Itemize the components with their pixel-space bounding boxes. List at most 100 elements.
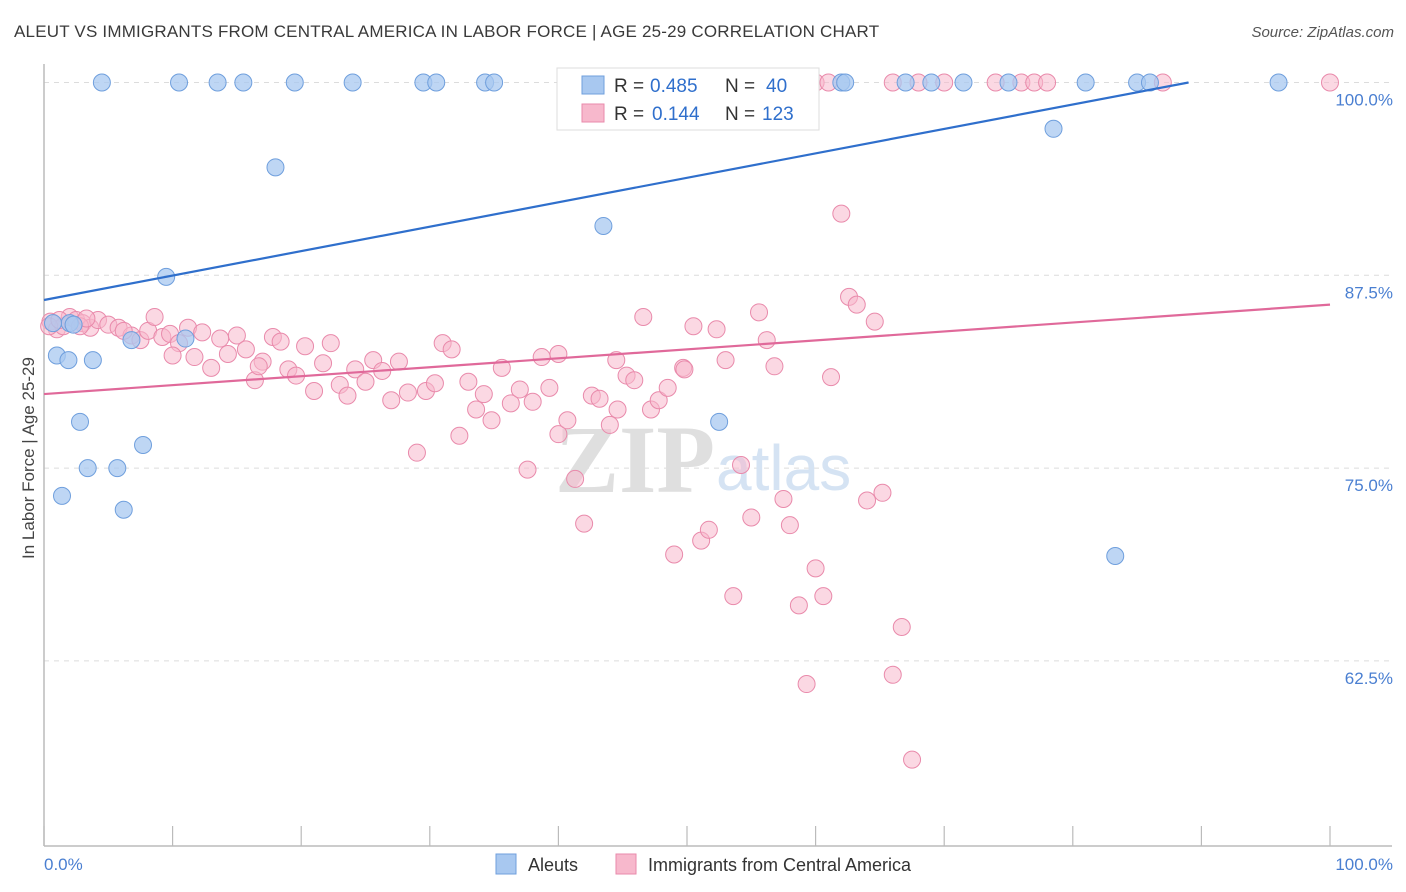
point-immigrants [474,385,493,404]
point-immigrants [590,389,609,408]
point-immigrants [607,351,626,370]
point-aleuts [108,459,127,478]
point-aleuts [44,314,63,333]
point-immigrants [163,346,182,365]
stats-r-value-1: 0.485 [650,76,698,97]
point-immigrants [558,411,577,430]
point-immigrants [398,383,417,402]
chart-title: ALEUT VS IMMIGRANTS FROM CENTRAL AMERICA… [14,22,880,41]
stats-r-label-2: R = [614,104,644,125]
point-immigrants [797,675,816,694]
point-immigrants [675,360,694,379]
point-aleuts [594,216,613,235]
point-immigrants [684,317,703,336]
point-immigrants [699,520,718,539]
point-immigrants [883,665,902,684]
point-immigrants [382,391,401,410]
point-aleuts [114,500,133,519]
legend-label-immigrants: Immigrants from Central America [648,855,912,875]
point-immigrants [271,332,290,351]
point-immigrants [321,334,340,353]
point-immigrants [442,340,461,359]
point-immigrants [716,351,735,370]
point-immigrants [732,456,751,475]
point-immigrants [865,312,884,331]
trendline-aleuts [43,81,1189,302]
series-legend: Aleuts Immigrants from Central America [495,853,912,875]
point-immigrants [407,443,426,462]
watermark-zip: ZIP [555,406,715,513]
point-immigrants [211,329,230,348]
point-immigrants [742,508,761,527]
y-tick-label: 75.0% [1345,476,1393,495]
stats-legend: R = 0.485 N = 40 R = 0.144 N = 123 [556,67,820,131]
series-immigrants-central-america [40,73,1339,769]
point-immigrants [892,617,911,636]
point-immigrants [338,386,357,405]
point-aleuts [896,73,915,92]
point-aleuts [485,73,504,92]
point-immigrants [540,378,559,397]
point-immigrants [236,340,255,359]
point-immigrants [750,303,769,322]
stats-swatch-blue [581,75,605,95]
point-immigrants [1321,73,1339,92]
point-immigrants [482,411,501,430]
point-aleuts [176,329,195,348]
point-immigrants [459,372,478,391]
point-immigrants [501,394,520,413]
point-immigrants [193,323,212,342]
stats-r-label-1: R = [614,76,644,97]
point-aleuts [954,73,973,92]
point-aleuts [78,459,97,478]
point-immigrants [218,344,237,363]
point-immigrants [814,587,833,606]
point-immigrants [450,426,469,445]
stats-n-label-1: N = [725,76,755,97]
point-immigrants [202,358,221,377]
point-immigrants [658,378,677,397]
stats-swatch-pink [581,103,605,123]
stats-n-label-2: N = [725,104,755,125]
point-aleuts [1076,73,1095,92]
point-immigrants [510,380,529,399]
point-aleuts [170,73,189,92]
source-credit: Source: ZipAtlas.com [1251,24,1394,41]
point-immigrants [806,559,825,578]
point-immigrants [822,368,841,387]
point-immigrants [314,354,333,373]
point-immigrants [847,295,866,314]
point-immigrants [858,491,877,510]
y-axis-label: In Labor Force | Age 25-29 [19,357,38,559]
point-immigrants [296,337,315,356]
point-aleuts [64,315,83,334]
trend-lines [43,81,1331,396]
point-immigrants [608,400,627,419]
point-immigrants [903,750,922,769]
point-aleuts [266,158,285,177]
x-tick-labels: 0.0% 100.0% [44,855,1393,874]
point-aleuts [59,351,78,370]
series-aleuts [44,73,1288,566]
point-aleuts [427,73,446,92]
point-aleuts [134,435,153,454]
point-aleuts [1044,119,1063,138]
point-aleuts [53,486,72,505]
watermark: ZIP atlas [555,406,851,513]
legend-label-aleuts: Aleuts [528,855,578,875]
point-immigrants [305,381,324,400]
point-aleuts [999,73,1018,92]
point-immigrants [185,348,204,367]
point-aleuts [234,73,253,92]
stats-n-value-2: 123 [762,104,794,125]
point-immigrants [575,514,594,533]
x-tick-label: 100.0% [1335,855,1393,874]
point-immigrants [549,425,568,444]
point-immigrants [227,326,246,345]
y-tick-labels: 100.0% 87.5% 75.0% 62.5% [1335,91,1393,688]
point-immigrants [532,348,551,367]
point-immigrants [665,545,684,564]
point-immigrants [145,307,164,326]
y-tick-label: 87.5% [1345,283,1393,302]
